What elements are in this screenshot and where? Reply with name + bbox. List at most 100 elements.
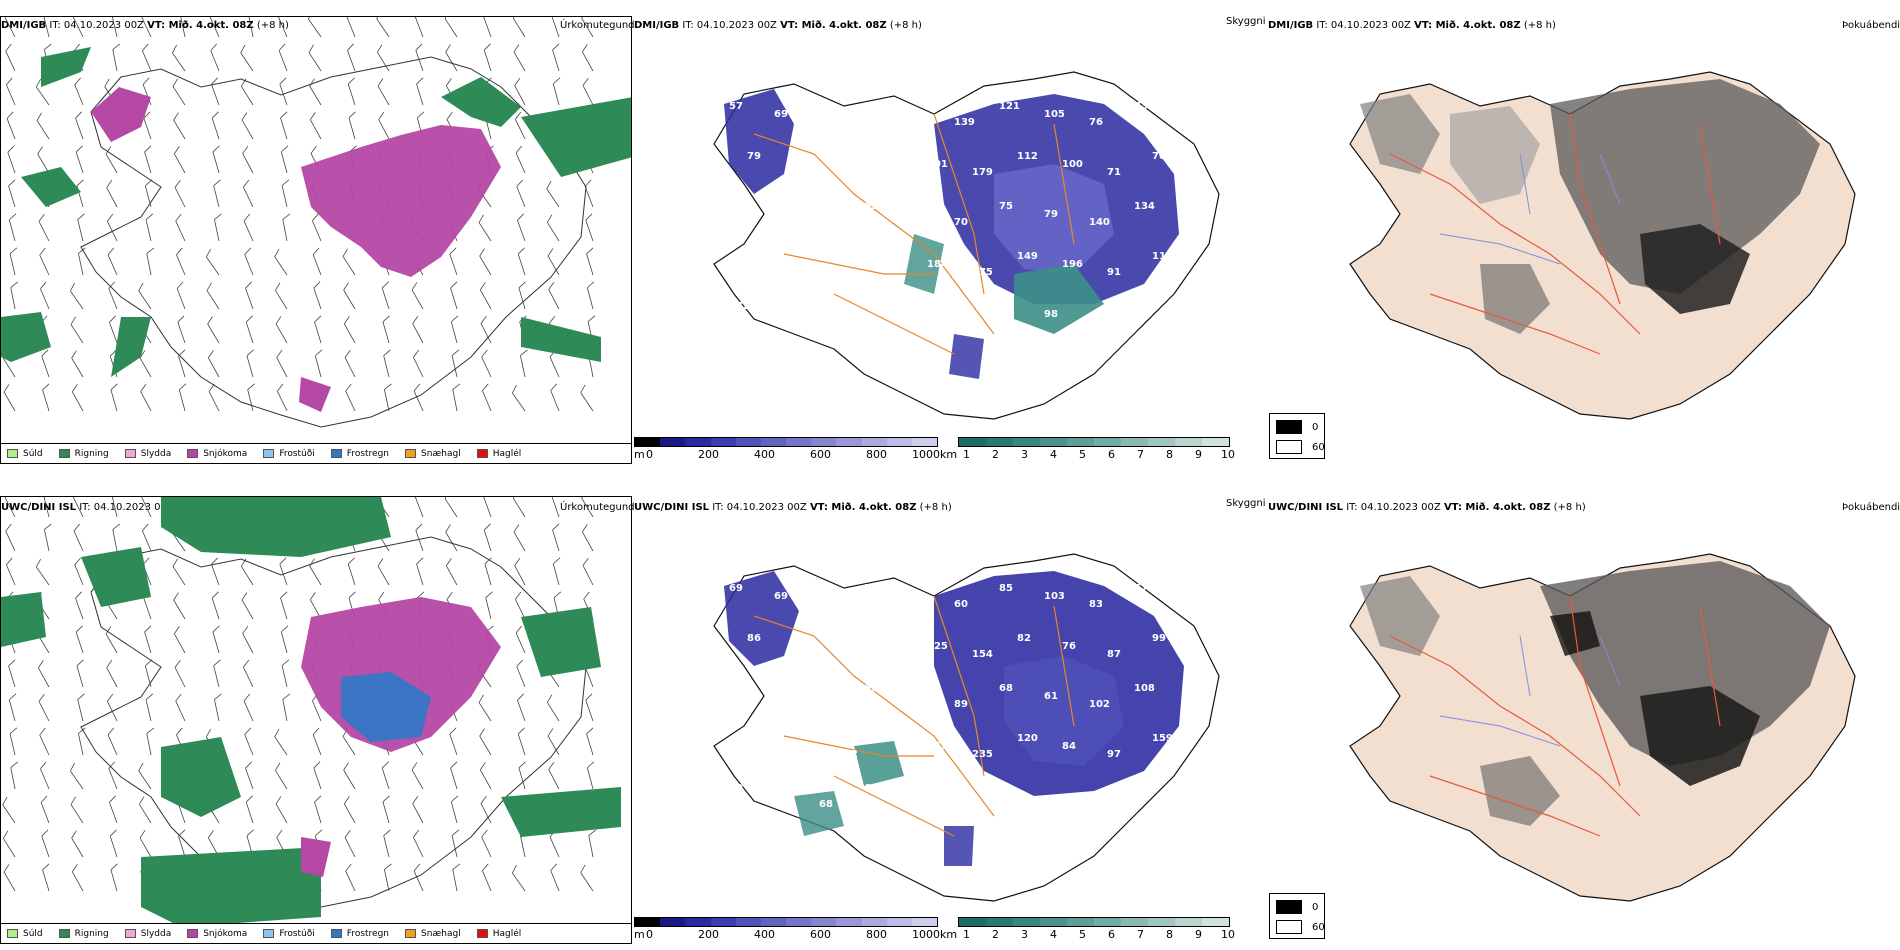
legend-item: Slydda [124,929,171,939]
wind-barb [138,762,152,790]
wind-barb [518,761,526,790]
cloud-base-label: 152 [747,251,768,262]
wind-barb [513,497,526,518]
cloud-scale-bar-row2 [634,917,938,927]
wind-barb [281,179,290,208]
wind-barb [342,248,356,276]
cloud-base-label: 120 [1017,733,1038,744]
wind-barb [241,558,254,586]
header-cloud-row2: UWC/DINI ISL IT: 04.10.2023 00Z VT: Mið.… [634,502,952,513]
cloud-base-label: 179 [972,167,993,178]
wind-barb [444,497,458,518]
cloud-base-label: 151 [747,733,768,744]
wind-barb [513,44,526,72]
fog-title-row2: Þokuábendi [1842,502,1900,513]
wind-barb [383,829,391,858]
wind-barb [581,44,594,72]
wind-barb [343,282,356,310]
header-fog-row1: DMI/IGB IT: 04.10.2023 00Z VT: Mið. 4.ok… [1268,20,1556,31]
cloud-map-svg: 69 69 104 58 80 60 85 103 83 67 86 62 95 99 125 154 82 76… [713,553,1220,902]
wind-barb [551,497,560,518]
wind-barb [109,795,118,824]
wind-barb [39,727,50,756]
wind-barb [142,77,152,106]
wind-barb [275,316,288,344]
wind-barb [413,863,424,892]
cloud-base-label: 84 [909,691,923,702]
wind-barb [77,213,85,242]
wind-barb [546,180,560,208]
wind-barb [384,863,392,892]
wind-barb [214,693,222,722]
wind-barb [479,248,492,276]
wind-barb [547,214,560,242]
wind-barb [8,213,17,242]
wind-barb [174,659,186,688]
wind-barb [450,315,459,344]
wind-barb [70,282,84,310]
cloud-base-label: 68 [837,167,851,178]
wind-barb [414,17,424,38]
cloud-base-label: 117 [1152,251,1173,262]
cloud-base-label: 80 [729,783,743,794]
wind-barb [582,77,594,106]
vis-scale-bar-row1 [958,437,1230,447]
legend-item: Haglél [476,929,521,939]
wind-barb [584,179,594,208]
wind-barb [36,558,50,586]
wind-barb [178,383,187,412]
wind-barb [413,383,424,412]
cloud-base-label: 60 [729,683,743,694]
wind-barb [312,727,322,756]
legend-item: Snjókoma [187,929,247,939]
wind-barb [111,497,118,518]
wind-barb [210,43,220,72]
wind-barb [243,213,254,242]
cloud-base-label: 83 [1089,599,1103,610]
cloud-base-label: 70 [1152,151,1166,162]
wind-barb [343,316,356,344]
wind-barb [5,43,16,72]
wind-barb [36,78,50,106]
legend-item: Súld [7,929,43,939]
wind-barb [144,145,152,174]
cloud-base-label: 68 [999,683,1013,694]
wind-barb [586,247,594,276]
wind-barb [481,829,492,858]
wind-barb [445,44,458,72]
cloud-base-label: 149 [1089,317,1110,328]
fog-map-row1 [1300,34,1860,434]
wind-barb [142,43,152,72]
cloud-base-label: 76 [1062,641,1076,652]
wind-barb [111,17,118,38]
wind-barb [175,213,186,242]
wind-barb [208,383,220,412]
cloud-base-label: 69 [864,683,878,694]
wind-barb [314,795,322,824]
wind-barb [414,497,424,518]
cloud-base-label: 104 [819,599,840,610]
wind-barb [10,281,19,310]
cloud-base-label: 112 [1017,151,1038,162]
wind-barb [278,43,288,72]
cloud-base-label: 172 [909,309,930,320]
wind-barb [42,383,50,412]
wind-barb [478,694,492,722]
cloud-base-label: 63 [864,783,878,794]
cloud-base-label: 99 [882,633,896,644]
wind-barb [40,281,50,310]
cloud-map-svg: 57 69 68 83 91 139 121 105 76 73 79 59 68 70 101 179 112… [713,71,1220,420]
wind-barb [110,383,118,412]
wind-barb [580,384,594,412]
wind-barb [412,316,424,344]
wind-barb [138,282,152,310]
wind-barb [141,17,152,38]
cloud-base-label: 68 [819,217,833,228]
wind-barb [108,761,118,790]
wind-barb [174,179,186,208]
wind-barb [552,43,560,72]
wind-barb [515,625,526,654]
wind-barb [175,693,186,722]
wind-barb [71,830,84,858]
cloud-base-label: 71 [1107,167,1121,178]
